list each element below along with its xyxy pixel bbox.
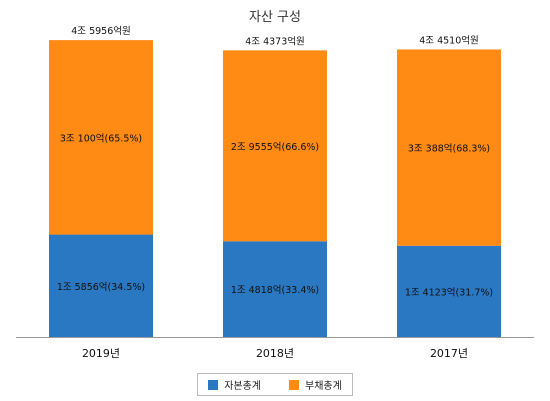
bar-segment-liabilities-2 <box>397 49 501 246</box>
bar-total-label-1: 4조 4373억원 <box>245 35 304 47</box>
legend: 자본총계 부채총계 <box>0 373 550 396</box>
x-tick-label-1: 2018년 <box>256 347 294 360</box>
bar-segment-liabilities-1 <box>223 50 327 242</box>
legend-swatch-liabilities <box>289 379 299 390</box>
legend-swatch-equity <box>208 379 219 390</box>
legend-item-liabilities[interactable]: 부채총계 <box>289 377 342 392</box>
bar-total-label-0: 4조 5956억원 <box>71 25 130 37</box>
legend-label-liabilities: 부채총계 <box>305 381 342 392</box>
segment-label-equity-1: 1조 4818억(33.4%) <box>231 284 319 296</box>
bar-total-label-2: 4조 4510억원 <box>419 34 478 46</box>
bar-segment-equity-0 <box>49 234 153 337</box>
chart-title: 자산 구성 <box>249 10 301 25</box>
legend-label-equity: 자본총계 <box>224 381 261 392</box>
bar-segment-equity-1 <box>223 241 327 337</box>
legend-item-equity[interactable]: 자본총계 <box>208 377 261 392</box>
segment-label-liabilities-2: 3조 388억(68.3%) <box>408 143 490 155</box>
legend-box: 자본총계 부채총계 <box>197 373 353 396</box>
bar-segment-equity-2 <box>397 245 501 337</box>
segment-label-equity-0: 1조 5856억(34.5%) <box>57 281 145 293</box>
segment-label-liabilities-0: 3조 100억(65.5%) <box>60 132 142 144</box>
bar-segment-liabilities-0 <box>49 40 153 235</box>
segment-label-equity-2: 1조 4123억(31.7%) <box>405 286 493 298</box>
x-tick-label-0: 2019년 <box>82 347 120 360</box>
segment-label-liabilities-1: 2조 9555억(66.6%) <box>231 141 319 153</box>
x-tick-label-2: 2017년 <box>430 347 468 360</box>
